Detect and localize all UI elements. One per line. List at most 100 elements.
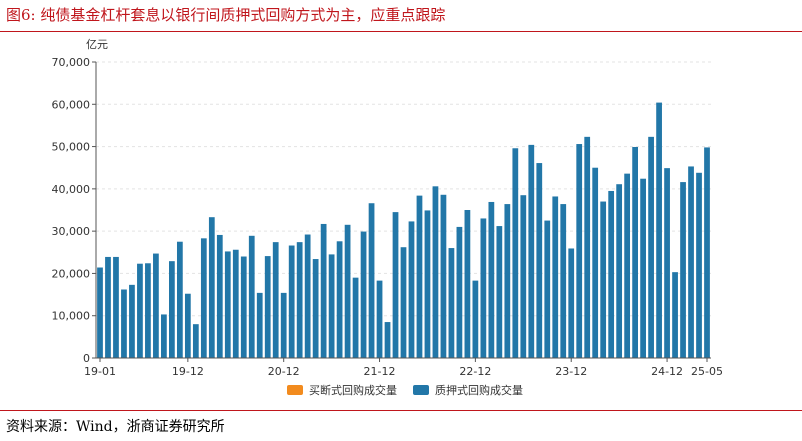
bar-pledged-repo [568, 248, 575, 358]
chart: 亿元 0 10,000 20,000 30,000 40,000 50,000 60,000… [52, 38, 723, 397]
y-tick-label: 40,000 [52, 183, 91, 196]
source-note: 资料来源：Wind，浙商证券研究所 [6, 419, 225, 435]
bar-pledged-repo [288, 245, 295, 358]
bar-pledged-repo [656, 102, 662, 358]
y-tick-label: 20,000 [52, 267, 91, 280]
bar-pledged-repo [616, 184, 623, 358]
bar-pledged-repo [328, 254, 335, 358]
bar-pledged-repo [121, 289, 127, 358]
bar-pledged-repo [176, 241, 183, 358]
bar-pledged-repo [336, 241, 343, 358]
x-tick-label: 21-12 [364, 365, 396, 378]
bar-pledged-repo [320, 223, 327, 358]
bar-pledged-repo [312, 259, 319, 358]
bar-pledged-repo [480, 218, 487, 358]
bar-pledged-repo [400, 247, 407, 358]
bar-pledged-repo [224, 251, 231, 358]
bar-pledged-repo [248, 235, 255, 358]
bar-pledged-repo [360, 231, 367, 358]
bar-pledged-repo [536, 163, 543, 358]
bar-pledged-repo [352, 277, 359, 358]
bar-pledged-repo [232, 249, 239, 358]
bar-pledged-repo [552, 196, 559, 358]
legend-label: 质押式回购成交量 [435, 383, 523, 397]
bar-pledged-repo [192, 324, 199, 358]
bar-pledged-repo [408, 221, 415, 358]
x-tick-label: 23-12 [555, 365, 587, 378]
bar-pledged-repo [448, 248, 455, 358]
bar-pledged-repo [592, 167, 599, 358]
bar-pledged-repo [368, 203, 375, 358]
bar-pledged-repo [640, 178, 646, 358]
bar-pledged-repo [456, 226, 463, 358]
bar-pledged-repo [256, 292, 263, 358]
y-tick-label: 0 [83, 352, 90, 365]
bar-pledged-repo [153, 253, 159, 358]
bar-pledged-repo [304, 234, 311, 358]
bar-pledged-repo [528, 144, 535, 358]
x-tick-label: 22-12 [459, 365, 491, 378]
bar-pledged-repo [440, 194, 447, 358]
bottom-rule [0, 410, 802, 411]
bar-pledged-repo [105, 256, 111, 358]
y-tick-label: 60,000 [52, 98, 91, 111]
bar-pledged-repo [384, 322, 391, 358]
bar-pledged-repo [576, 144, 583, 358]
legend: 买断式回购成交量 质押式回购成交量 [287, 383, 523, 397]
bar-pledged-repo [272, 242, 279, 358]
x-axis-ticks: 19-01 19-12 20-12 21-12 22-12 23-12 24-12 25-05 [84, 358, 723, 378]
bars [97, 102, 710, 358]
bar-pledged-repo [632, 146, 638, 358]
bar-pledged-repo [184, 293, 191, 358]
x-tick-label: 25-05 [691, 365, 723, 378]
bar-pledged-repo [512, 148, 519, 358]
bar-pledged-repo [200, 238, 207, 358]
bar-pledged-repo [145, 263, 151, 358]
legend-swatch [413, 385, 429, 395]
bar-pledged-repo [280, 292, 287, 358]
y-axis-ticks: 0 10,000 20,000 30,000 40,000 50,000 60,000 70,… [52, 56, 96, 365]
bar-pledged-repo [544, 220, 551, 358]
bar-pledged-repo [344, 224, 351, 358]
y-tick-label: 10,000 [52, 310, 91, 323]
bar-pledged-repo [504, 204, 511, 358]
bar-pledged-repo [424, 210, 431, 358]
bar-pledged-repo [208, 217, 215, 358]
bar-pledged-repo [520, 195, 527, 358]
bar-pledged-repo [97, 267, 103, 358]
bar-pledged-repo [137, 263, 143, 358]
bar-pledged-repo [624, 173, 631, 358]
x-tick-label: 24-12 [651, 365, 683, 378]
bar-pledged-repo [672, 272, 678, 358]
bar-pledged-repo [113, 256, 119, 358]
bar-pledged-repo [129, 284, 135, 358]
bar-pledged-repo [169, 261, 175, 358]
bar-pledged-repo [464, 210, 471, 358]
bar-pledged-repo [472, 280, 479, 358]
bar-pledged-repo [496, 226, 503, 358]
legend-swatch [287, 385, 303, 395]
bar-pledged-repo [664, 168, 670, 358]
bar-pledged-repo [704, 147, 710, 358]
bar-pledged-repo [376, 280, 383, 358]
top-rule [0, 31, 802, 32]
figure-title: 图6: 纯债基金杠杆套息以银行间质押式回购方式为主，应重点跟踪 [6, 6, 446, 24]
bar-pledged-repo [600, 201, 607, 358]
x-tick-label: 20-12 [268, 365, 300, 378]
bar-pledged-repo [584, 136, 591, 358]
bar-pledged-repo [392, 212, 399, 358]
bar-pledged-repo [432, 186, 439, 358]
bar-pledged-repo [560, 204, 567, 358]
bar-pledged-repo [240, 256, 247, 358]
y-tick-label: 50,000 [52, 141, 91, 154]
y-tick-label: 70,000 [52, 56, 91, 69]
x-tick-label: 19-12 [172, 365, 204, 378]
bar-pledged-repo [264, 256, 271, 358]
bar-pledged-repo [696, 172, 702, 358]
bar-pledged-repo [648, 136, 654, 358]
y-tick-label: 30,000 [52, 225, 91, 238]
y-axis-label-group: 亿元 [86, 38, 108, 51]
legend-label: 买断式回购成交量 [309, 383, 397, 397]
bar-pledged-repo [488, 201, 495, 358]
bar-pledged-repo [216, 234, 223, 358]
